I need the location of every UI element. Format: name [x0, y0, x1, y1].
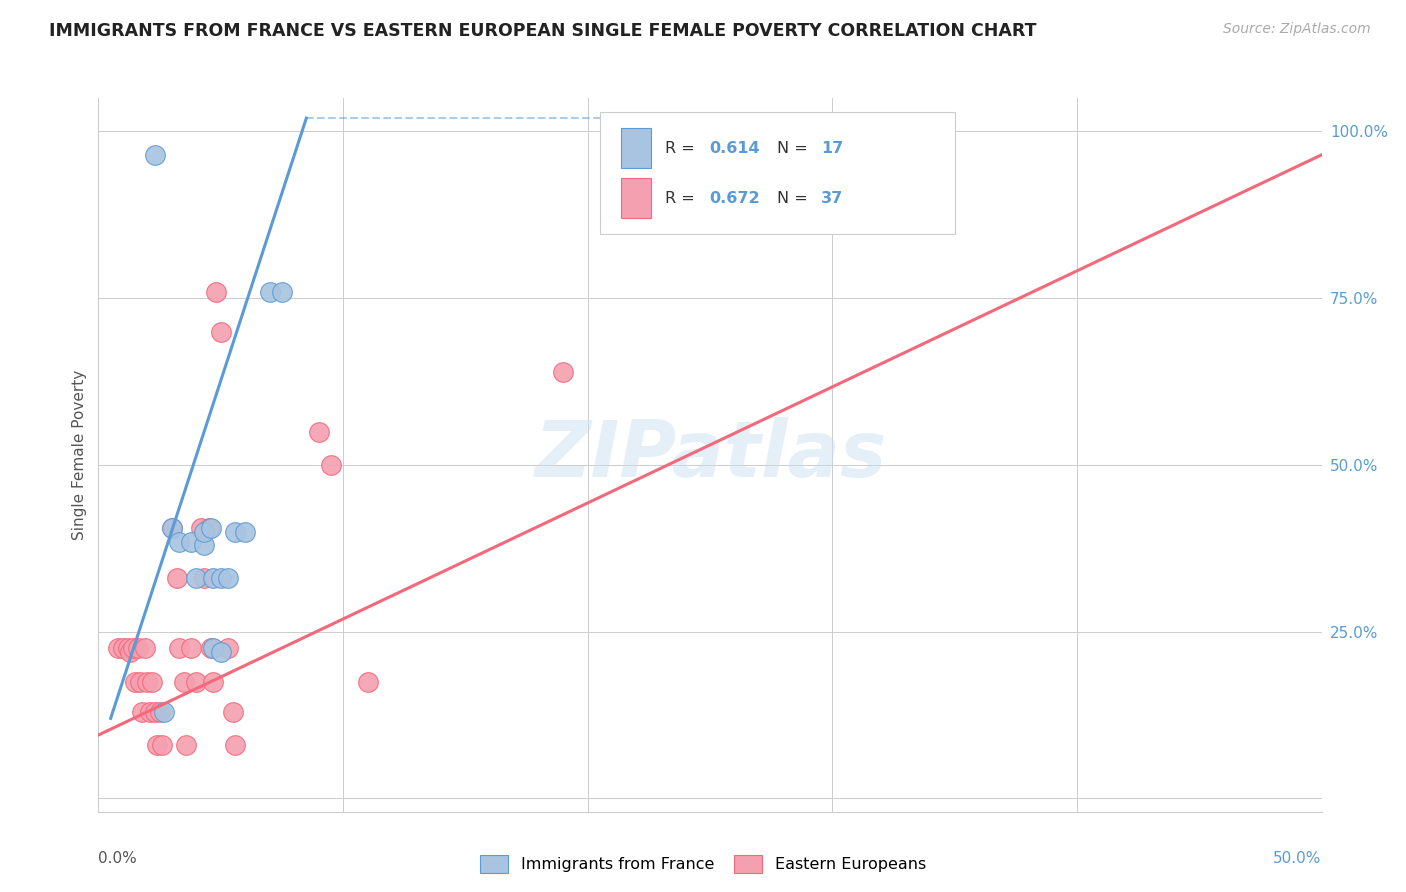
- Point: [129, 674, 152, 689]
- Point: [197, 521, 219, 535]
- Point: [356, 674, 378, 689]
- Point: [166, 571, 188, 585]
- Text: 0.0%: 0.0%: [98, 851, 138, 866]
- Point: [190, 521, 212, 535]
- Point: [209, 645, 232, 659]
- Point: [124, 674, 146, 689]
- Point: [121, 641, 143, 656]
- Point: [259, 285, 281, 299]
- Text: 0.614: 0.614: [709, 141, 759, 155]
- Point: [176, 738, 198, 752]
- Point: [150, 738, 173, 752]
- Point: [139, 705, 162, 719]
- Point: [200, 641, 222, 656]
- Legend: Immigrants from France, Eastern Europeans: Immigrants from France, Eastern European…: [474, 848, 932, 880]
- Text: R =: R =: [665, 191, 700, 205]
- Point: [160, 521, 183, 535]
- Point: [202, 674, 225, 689]
- Text: 0.672: 0.672: [709, 191, 759, 205]
- Point: [143, 148, 166, 162]
- Point: [186, 674, 208, 689]
- Text: R =: R =: [665, 141, 700, 155]
- Point: [200, 521, 222, 535]
- Point: [146, 738, 169, 752]
- Point: [224, 524, 246, 539]
- FancyBboxPatch shape: [620, 178, 651, 218]
- Point: [107, 641, 129, 656]
- Point: [136, 674, 159, 689]
- Point: [222, 705, 245, 719]
- Text: N =: N =: [778, 141, 813, 155]
- Text: N =: N =: [778, 191, 813, 205]
- Point: [160, 521, 183, 535]
- Point: [117, 641, 139, 656]
- Text: 17: 17: [821, 141, 844, 155]
- Point: [202, 571, 225, 585]
- Point: [180, 534, 202, 549]
- Point: [193, 524, 215, 539]
- Text: Source: ZipAtlas.com: Source: ZipAtlas.com: [1223, 22, 1371, 37]
- Point: [193, 538, 215, 552]
- Point: [217, 571, 239, 585]
- Point: [308, 425, 330, 439]
- Point: [127, 641, 149, 656]
- Point: [111, 641, 134, 656]
- Point: [202, 641, 225, 656]
- Point: [186, 571, 208, 585]
- Point: [553, 365, 575, 379]
- Text: ZIPatlas: ZIPatlas: [534, 417, 886, 493]
- Text: 37: 37: [821, 191, 844, 205]
- Point: [167, 641, 190, 656]
- Y-axis label: Single Female Poverty: Single Female Poverty: [72, 370, 87, 540]
- Point: [153, 705, 176, 719]
- Point: [224, 738, 246, 752]
- Text: IMMIGRANTS FROM FRANCE VS EASTERN EUROPEAN SINGLE FEMALE POVERTY CORRELATION CHA: IMMIGRANTS FROM FRANCE VS EASTERN EUROPE…: [49, 22, 1036, 40]
- Text: 50.0%: 50.0%: [1274, 851, 1322, 866]
- FancyBboxPatch shape: [620, 128, 651, 168]
- Point: [134, 641, 156, 656]
- Point: [131, 705, 153, 719]
- Point: [205, 285, 228, 299]
- FancyBboxPatch shape: [600, 112, 955, 234]
- Point: [180, 641, 202, 656]
- Point: [193, 571, 215, 585]
- Point: [167, 534, 190, 549]
- Point: [209, 571, 232, 585]
- Point: [233, 524, 256, 539]
- Point: [143, 705, 166, 719]
- Point: [149, 705, 172, 719]
- Point: [270, 285, 294, 299]
- Point: [209, 325, 232, 339]
- Point: [141, 674, 163, 689]
- Point: [217, 641, 239, 656]
- Point: [120, 645, 142, 659]
- Point: [319, 458, 342, 472]
- Point: [173, 674, 195, 689]
